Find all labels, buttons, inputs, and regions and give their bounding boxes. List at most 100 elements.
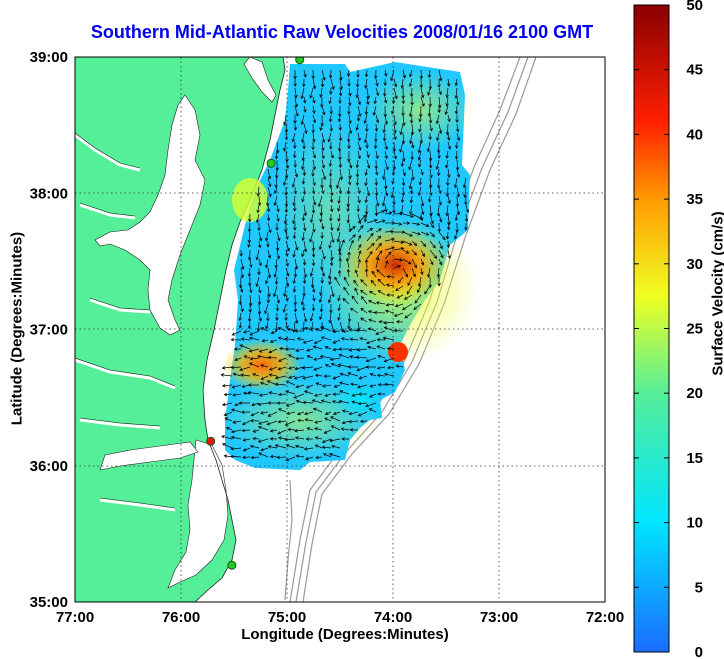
x-tick-label: 73:00 — [480, 609, 518, 626]
velocity-arrow — [238, 276, 243, 289]
velocity-arrow — [428, 177, 433, 189]
velocity-arrow — [393, 211, 404, 216]
velocity-arrow — [321, 132, 326, 144]
velocity-arrow — [338, 399, 350, 404]
velocity-arrow — [399, 123, 404, 136]
velocity-arrow — [319, 303, 324, 313]
velocity-arrow — [247, 249, 252, 261]
velocity-arrow — [330, 249, 334, 261]
velocity-arrow — [266, 213, 271, 222]
velocity-arrow — [319, 204, 323, 217]
velocity-arrow — [265, 321, 269, 330]
velocity-arrow — [324, 417, 332, 422]
velocity-arrow — [329, 303, 333, 314]
velocity-arrow — [339, 372, 350, 377]
velocity-arrow — [293, 222, 297, 231]
velocity-arrow — [390, 69, 395, 82]
velocity-arrow — [240, 267, 245, 279]
velocity-arrow — [366, 232, 374, 242]
velocity-arrow — [368, 408, 377, 413]
velocity-arrow — [372, 105, 377, 116]
velocity-arrow — [305, 437, 314, 441]
velocity-arrow — [420, 231, 430, 236]
velocity-arrow — [424, 285, 431, 295]
velocity-arrow — [373, 310, 386, 315]
velocity-arrow — [312, 150, 317, 159]
velocity-arrow — [321, 105, 326, 116]
velocity-arrow — [304, 411, 314, 416]
velocity-arrow — [428, 159, 433, 169]
velocity-arrow — [464, 195, 468, 206]
velocity-arrow — [279, 346, 287, 351]
velocity-arrow — [267, 177, 272, 188]
x-tick-labels: 77:00 76:00 75:00 74:00 73:00 72:00 — [56, 609, 624, 626]
velocity-arrow — [347, 132, 351, 143]
velocity-arrow — [282, 177, 287, 186]
velocity-arrow — [242, 391, 251, 396]
velocity-arrow — [349, 307, 359, 314]
velocity-arrow — [305, 456, 314, 461]
velocity-arrow — [294, 366, 305, 371]
velocity-arrow — [311, 168, 315, 177]
velocity-arrow — [293, 267, 298, 278]
velocity-arrow — [267, 222, 272, 234]
velocity-arrow — [420, 204, 425, 216]
velocity-arrow — [384, 211, 393, 215]
velocity-arrow — [428, 276, 432, 289]
velocity-arrow — [322, 453, 332, 458]
velocity-arrow — [395, 285, 404, 291]
velocity-arrow — [300, 294, 305, 306]
velocity-arrow — [384, 309, 395, 314]
velocity-arrow — [265, 195, 270, 207]
x-tick-label: 76:00 — [162, 609, 200, 626]
velocity-arrow — [276, 204, 280, 213]
velocity-arrow — [277, 408, 287, 413]
velocity-arrow — [258, 285, 262, 294]
velocity-arrow — [319, 285, 323, 296]
velocity-arrow — [311, 204, 316, 214]
velocity-arrow — [338, 123, 342, 131]
velocity-arrow — [267, 411, 278, 417]
velocity-arrow — [438, 213, 443, 223]
pamlico-sound — [167, 439, 229, 589]
colorbar-tick-label: 45 — [686, 62, 703, 79]
velocity-arrow — [274, 444, 287, 449]
velocity-arrow — [393, 230, 406, 234]
velocity-arrow — [456, 132, 461, 142]
velocity-arrow — [456, 168, 461, 178]
velocity-arrow — [303, 390, 314, 395]
velocity-arrow — [355, 123, 359, 131]
velocity-arrow — [338, 150, 342, 161]
velocity-arrow — [384, 114, 389, 125]
velocity-arrow — [301, 132, 305, 144]
velocity-arrow — [321, 186, 325, 195]
velocity-arrow — [357, 132, 361, 142]
y-tick-labels: 39:00 38:00 37:00 36:00 35:00 — [30, 49, 68, 611]
velocity-arrow — [349, 337, 359, 342]
velocity-arrow — [437, 222, 442, 233]
velocity-arrow — [445, 123, 450, 136]
velocity-arrow — [230, 338, 242, 342]
velocity-arrow — [331, 444, 341, 449]
velocity-arrow — [230, 447, 242, 451]
velocity-arrow — [268, 373, 278, 377]
velocity-arrow — [436, 168, 441, 177]
velocity-arrow — [324, 346, 332, 350]
velocity-arrow — [384, 237, 395, 242]
velocity-arrow — [266, 294, 270, 304]
velocity-arrow — [346, 213, 350, 224]
velocity-arrow — [356, 114, 361, 122]
velocity-arrow — [312, 222, 316, 233]
velocity-arrow — [292, 231, 297, 240]
velocity-arrow — [348, 87, 352, 97]
velocity-arrow — [346, 186, 351, 195]
velocity-arrow — [357, 401, 368, 406]
velocity-arrow — [359, 337, 368, 341]
velocity-arrow — [295, 356, 305, 361]
radar-station-marker — [227, 560, 237, 570]
velocity-arrow — [436, 267, 441, 278]
velocity-arrow — [221, 402, 233, 407]
velocity-arrow — [393, 264, 402, 269]
velocity-arrow — [445, 204, 449, 217]
x-tick-label: 74:00 — [374, 609, 412, 626]
